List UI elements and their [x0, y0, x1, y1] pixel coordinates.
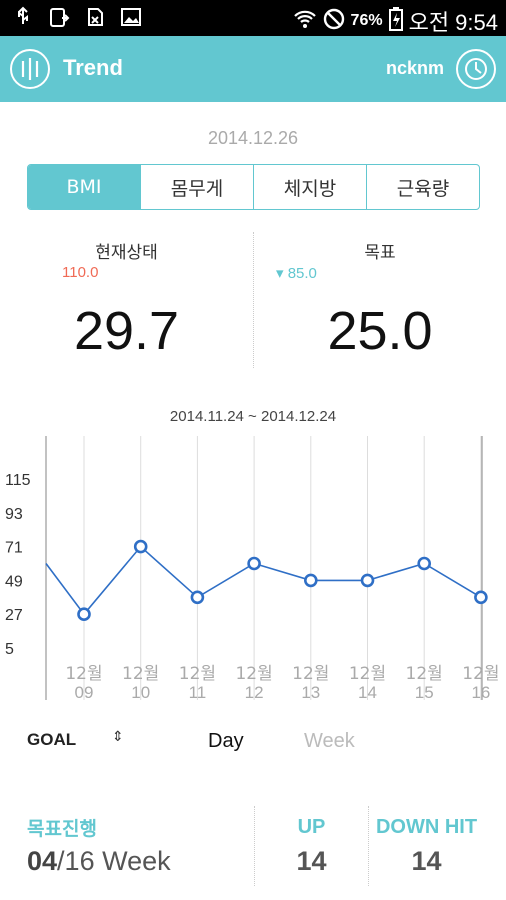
- goal-progress-value: 04/16 Week: [27, 846, 171, 877]
- x-tick-label-day: 09: [75, 683, 94, 702]
- y-tick-label: 49: [5, 573, 23, 590]
- y-tick-label: 27: [5, 607, 23, 624]
- battery-icon: [388, 6, 403, 36]
- tab-bmi[interactable]: BMI: [28, 165, 140, 209]
- tab-body-fat[interactable]: 체지방: [253, 165, 366, 209]
- menu-bars-icon: [21, 58, 39, 80]
- goal-progress-current: 04: [27, 846, 58, 876]
- y-tick-label: 5: [5, 641, 14, 658]
- x-tick-label-month: 12월: [292, 664, 329, 684]
- x-tick-label-month: 12월: [406, 664, 443, 684]
- user-name: ncknm: [385, 58, 444, 78]
- up-count-panel: UP 14: [254, 806, 368, 886]
- x-tick-label-month: 12월: [349, 664, 386, 684]
- current-status-label: 현재상태: [95, 243, 158, 263]
- target-weight-value: ▾ 85.0: [276, 265, 317, 282]
- x-tick-label-month: 12월: [179, 664, 216, 684]
- current-date: 2014.12.26: [207, 128, 299, 148]
- data-point[interactable]: [474, 590, 488, 605]
- usb-icon: [12, 6, 34, 28]
- data-point[interactable]: [247, 556, 261, 571]
- target-bmi-value: 25.0: [327, 301, 433, 361]
- page-title: Trend: [63, 55, 123, 80]
- sim-icon: [84, 6, 106, 28]
- current-bmi-value: 29.7: [73, 301, 180, 361]
- y-tick-label: 115: [5, 472, 31, 489]
- data-point[interactable]: [133, 539, 148, 554]
- wifi-icon: [293, 8, 317, 35]
- x-tick-label-month: 12월: [235, 664, 272, 684]
- cast-icon: [48, 6, 70, 28]
- x-tick-label-day: 16: [471, 683, 490, 702]
- current-weight-value: 110.0: [62, 264, 99, 281]
- x-tick-label-day: 15: [415, 683, 434, 702]
- trend-chart: 11593714927512월0912월1012월1112월1212월1312월…: [5, 436, 500, 702]
- status-clock: 오전 9:54: [408, 10, 498, 35]
- target-panel: 목표 ▾ 85.0 25.0: [253, 232, 506, 368]
- current-status-panel: 현재상태 110.0 29.7: [0, 232, 253, 368]
- app-bar: Trend ncknm: [0, 36, 506, 102]
- x-tick-label-month: 12월: [462, 664, 499, 684]
- goal-progress-total: /16 Week: [57, 846, 171, 876]
- goal-progress-panel: 목표진행 04/16 Week UP 14 DOWN HIT 14: [0, 806, 506, 886]
- x-tick-label-day: 12: [245, 683, 264, 702]
- goal-selector[interactable]: GOAL: [27, 730, 77, 749]
- up-count: 14: [296, 846, 327, 876]
- data-point[interactable]: [360, 573, 375, 588]
- goal-progress-label: 목표진행: [27, 818, 97, 840]
- data-point[interactable]: [77, 607, 91, 621]
- week-toggle[interactable]: Week: [304, 730, 355, 752]
- down-hit-count: 14: [411, 846, 442, 876]
- data-point[interactable]: [417, 556, 432, 571]
- battery-percent: 76%: [350, 12, 383, 29]
- metric-tabs: BMI 몸무게 체지방 근육량: [27, 164, 480, 210]
- tab-muscle[interactable]: 근육량: [366, 165, 479, 209]
- data-point[interactable]: [190, 590, 205, 605]
- clock-icon: [465, 58, 487, 80]
- chart-date-range: 2014.11.24 ~ 2014.12.24: [169, 408, 337, 425]
- down-hit-panel: DOWN HIT 14: [368, 806, 484, 886]
- chart-controls: GOAL ⇕ Day Week: [0, 722, 506, 762]
- x-tick-label-day: 14: [358, 683, 377, 702]
- tab-weight[interactable]: 몸무게: [140, 165, 253, 209]
- data-point[interactable]: [303, 573, 318, 588]
- day-toggle[interactable]: Day: [208, 730, 244, 752]
- up-down-arrows-icon[interactable]: ⇕: [112, 729, 124, 745]
- down-hit-label: DOWN HIT: [375, 816, 478, 838]
- image-icon: [120, 6, 142, 28]
- y-tick-label: 71: [5, 540, 23, 557]
- x-tick-label-day: 11: [189, 683, 207, 702]
- menu-button[interactable]: [10, 49, 50, 89]
- history-button[interactable]: [456, 49, 496, 89]
- block-icon: [323, 8, 345, 35]
- x-tick-label-month: 12월: [122, 664, 159, 684]
- y-tick-label: 93: [5, 506, 23, 523]
- x-tick-label-day: 13: [301, 683, 320, 702]
- status-bar: 76% 오전 9:54: [0, 0, 506, 36]
- series-line: [45, 545, 482, 616]
- up-label: UP: [297, 816, 326, 838]
- x-tick-label-day: 10: [131, 683, 150, 702]
- x-tick-label-month: 12월: [65, 664, 102, 684]
- target-label: 목표: [364, 243, 396, 263]
